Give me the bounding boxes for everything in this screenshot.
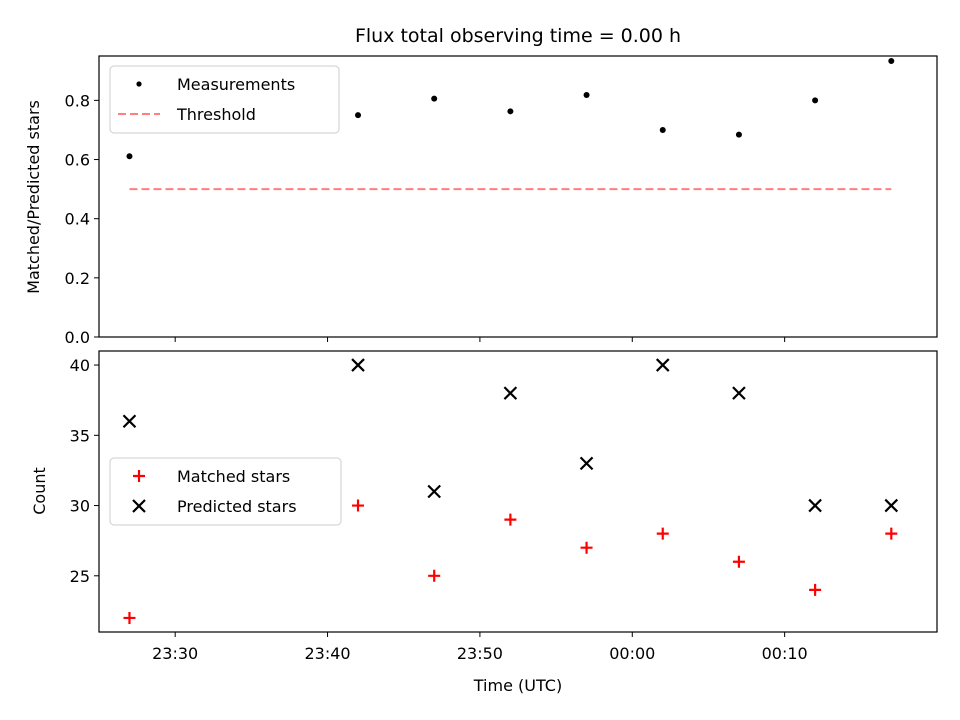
x-tick-label: 23:40 (304, 644, 350, 663)
top-panel: Matched/Predicted stars (24, 55, 938, 338)
predicted-stars-point (351, 358, 365, 372)
matched-stars-point (123, 611, 136, 624)
legend-label: Threshold (176, 105, 256, 124)
legend-box (109, 65, 340, 134)
predicted-stars-point (503, 386, 518, 400)
legend-label: Predicted stars (177, 497, 297, 516)
matched-stars-point (885, 527, 898, 540)
bottom-panel-frame (98, 350, 938, 633)
bottom-panel: Count (30, 350, 938, 633)
measurement-point (126, 153, 133, 160)
bottom-panel-ylabel: Count (30, 467, 49, 515)
legend-label: Measurements (177, 75, 295, 94)
predicted-stars-point (808, 498, 822, 513)
measurement-point (431, 95, 438, 102)
top-panel-frame (98, 55, 938, 338)
measurement-point (888, 58, 895, 65)
legend-marker (132, 499, 146, 513)
x-axis-label: Time (UTC) (473, 676, 562, 695)
x-tick-label: 00:10 (762, 644, 808, 663)
matched-stars-point (656, 527, 669, 540)
predicted-stars-point (427, 484, 441, 499)
matched-stars-point (352, 499, 365, 512)
y-tick-label: 30 (70, 497, 90, 516)
measurement-point (735, 131, 742, 138)
y-tick-label: 0.6 (65, 151, 90, 170)
legend-label: Matched stars (177, 467, 290, 486)
matched-stars-point (428, 569, 441, 582)
measurement-point (583, 92, 590, 99)
x-tick-label: 23:50 (457, 644, 503, 663)
x-tick-label: 23:30 (152, 644, 198, 663)
matched-stars-point (809, 583, 822, 596)
legend-marker (133, 470, 145, 482)
y-tick-label: 0.4 (65, 210, 90, 229)
predicted-stars-point (579, 456, 594, 471)
legend-box (109, 457, 342, 526)
y-tick-label: 0.0 (65, 328, 90, 347)
y-tick-label: 35 (70, 426, 90, 445)
measurement-point (659, 126, 666, 133)
matched-stars-point (580, 541, 593, 554)
y-tick-label: 25 (70, 567, 90, 586)
measurement-point (812, 97, 819, 104)
chart-marks: 0.0 0.2 0.4 0.6 0.8 Measurements Threshold 25 30… (65, 58, 899, 663)
x-tick-label: 00:00 (609, 644, 655, 663)
predicted-stars-point (884, 498, 899, 513)
legend-marker (136, 81, 142, 87)
y-tick-label: 40 (70, 356, 90, 375)
predicted-stars-point (122, 414, 137, 429)
top-panel-ylabel: Matched/Predicted stars (24, 100, 43, 294)
predicted-stars-point (732, 386, 746, 400)
measurement-point (355, 112, 362, 119)
y-tick-label: 0.2 (65, 269, 90, 288)
predicted-stars-point (655, 358, 670, 372)
measurement-point (507, 108, 514, 115)
y-tick-label: 0.8 (65, 91, 90, 110)
chart-title: Flux total observing time = 0.00 h (355, 25, 681, 47)
matched-stars-point (504, 513, 517, 526)
matched-stars-point (732, 555, 745, 568)
